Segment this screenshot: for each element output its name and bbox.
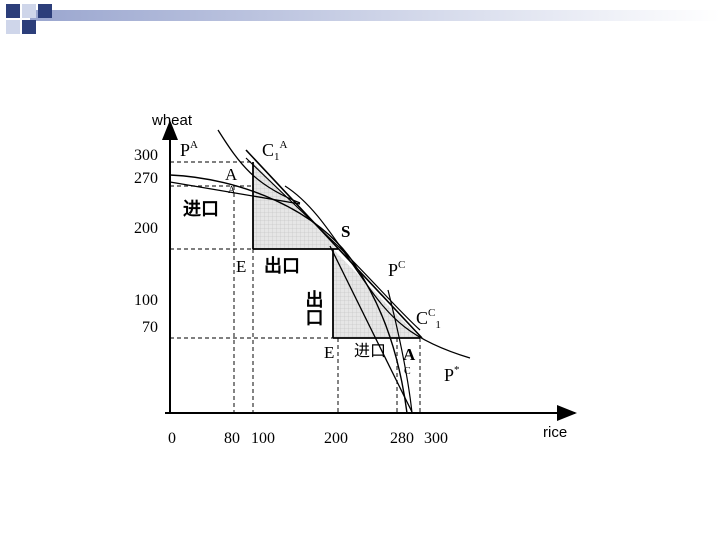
autarky-price-line-PC (329, 245, 413, 413)
label-PC: PC (388, 259, 405, 280)
label-CC1: CC1 (416, 307, 441, 331)
x-tick-280: 280 (390, 430, 414, 447)
y-axis-label: wheat (152, 112, 193, 129)
label-import-bottom: 进口 (354, 341, 386, 360)
export-import-triangle-bottom (333, 249, 420, 338)
y-tick-300: 300 (134, 147, 158, 164)
label-A-bottom: A (403, 345, 416, 364)
y-tick-100: 100 (134, 292, 158, 309)
label-import-top: 进口 (183, 199, 219, 220)
y-tick-270: 270 (134, 170, 158, 187)
label-PA: PA (180, 139, 198, 160)
label-export-top: 出口 (264, 255, 300, 277)
label-S: S (341, 222, 350, 241)
x-tick-0: 0 (168, 430, 176, 447)
label-A-bottom-sub: C (404, 366, 411, 377)
header-band (30, 10, 720, 21)
label-A-top-sub: A (228, 185, 236, 196)
deco-square (22, 4, 36, 18)
deco-square (22, 20, 36, 34)
y-tick-200: 200 (134, 220, 158, 237)
x-tick-100: 100 (251, 430, 275, 447)
label-C1A: C1A (262, 139, 288, 163)
label-A-top: A (225, 165, 238, 184)
indifference-curve-bottom (387, 289, 413, 414)
deco-square (38, 4, 52, 18)
label-E-top: E (236, 257, 246, 276)
indifference-curve-CC1 (284, 185, 471, 359)
deco-square (6, 4, 20, 18)
y-tick-70: 70 (142, 319, 158, 336)
label-E-bottom: E (324, 343, 334, 362)
label-Pstar: P* (444, 364, 460, 385)
x-axis-label: rice (543, 424, 568, 441)
x-tick-300: 300 (424, 430, 448, 447)
label-export-vertical: 出口 (303, 289, 324, 326)
x-tick-200: 200 (324, 430, 348, 447)
trade-triangle-edges (252, 162, 420, 339)
slide-corner-decoration (6, 4, 720, 34)
x-tick-80: 80 (224, 430, 240, 447)
deco-square (6, 20, 20, 34)
ppf-curve (169, 174, 408, 414)
guide-lines (170, 161, 421, 413)
indifference-curve-top (245, 157, 421, 331)
autarky-price-line-PA (169, 181, 301, 205)
